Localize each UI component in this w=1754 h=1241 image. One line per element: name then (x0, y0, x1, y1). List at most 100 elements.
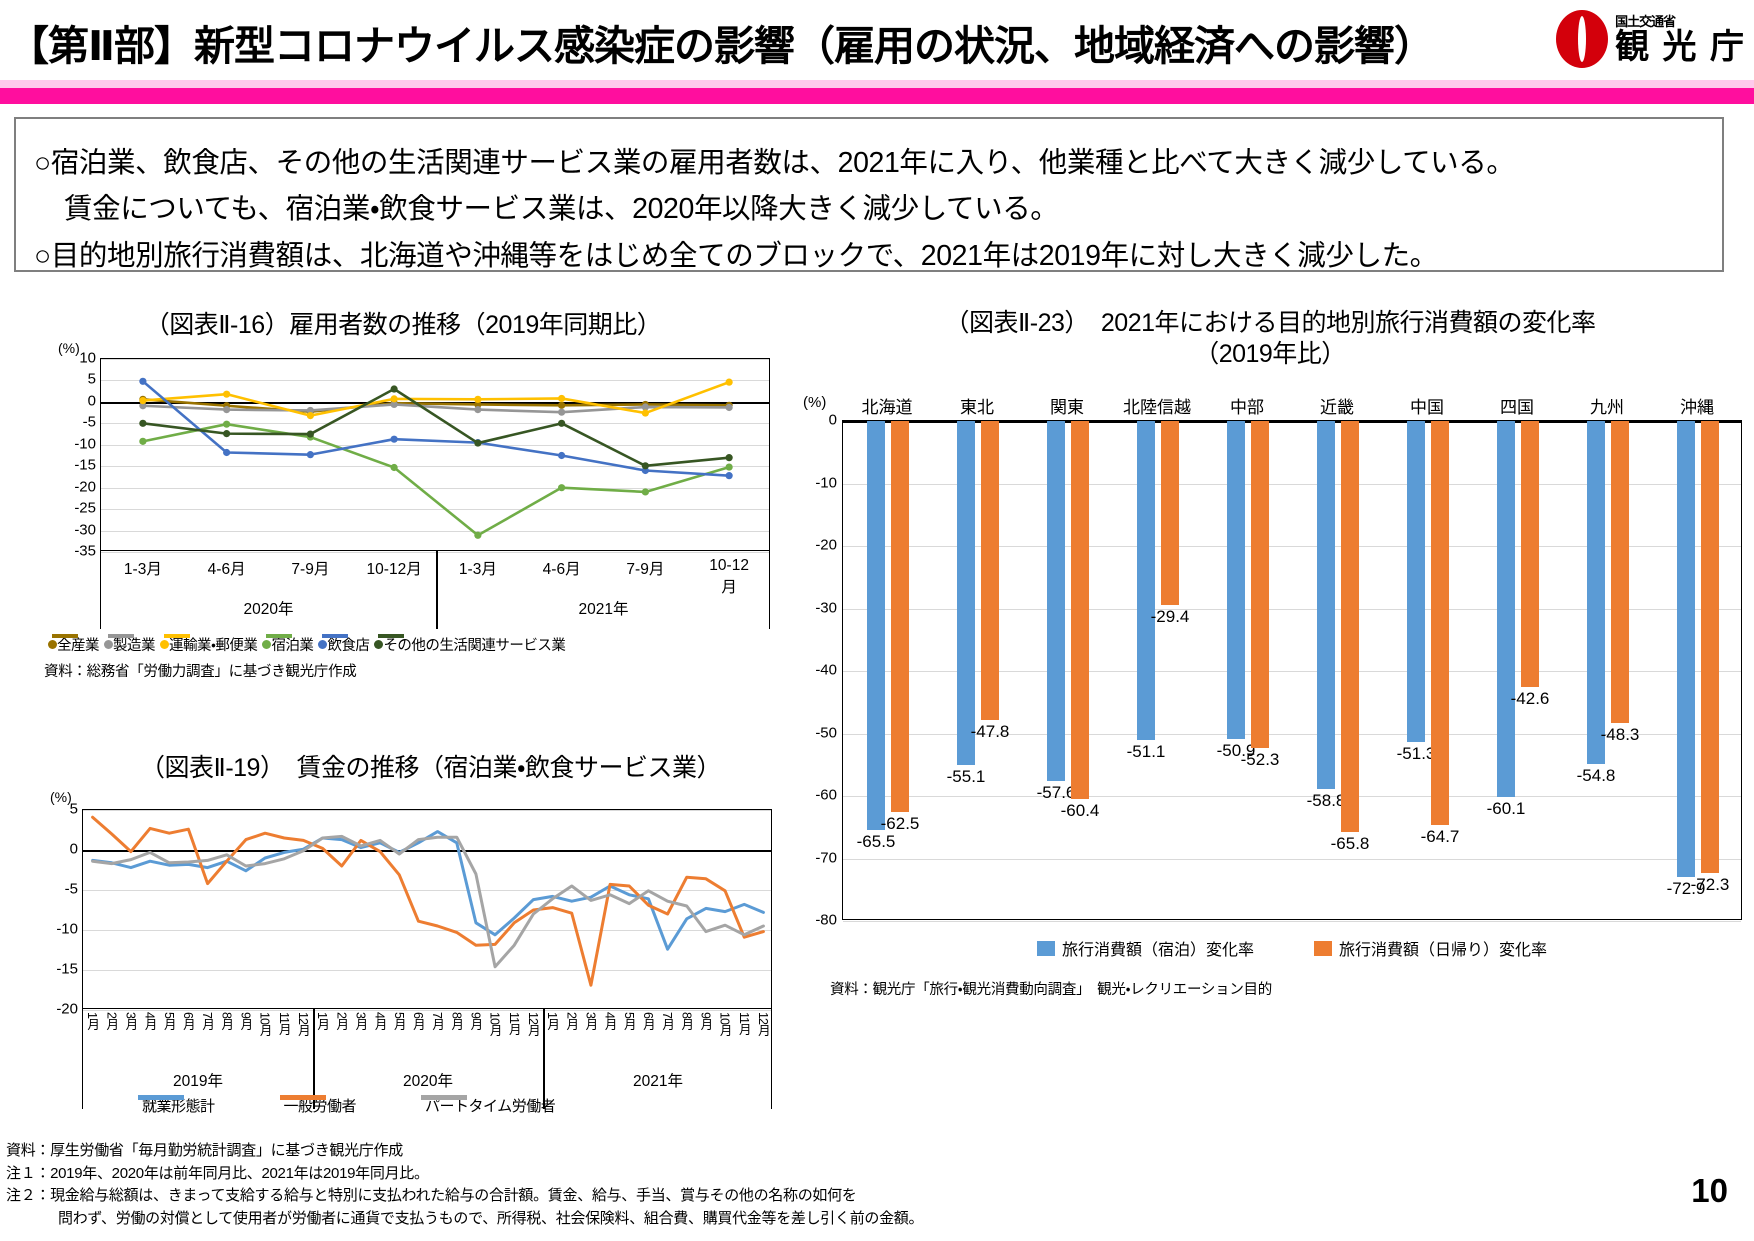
legend-label: 就業形態計 (142, 1098, 215, 1115)
gridline (101, 552, 769, 553)
chart-wages-unit: (%) (50, 789, 72, 805)
data-point (390, 385, 398, 393)
y-tick-label: -20 (815, 536, 837, 554)
x-tick-label: 2月 (564, 1012, 579, 1030)
axis-divider (313, 1009, 315, 1109)
y-tick-label: -40 (815, 661, 837, 679)
bar-value-label: -65.5 (856, 832, 896, 852)
gridline (101, 487, 769, 489)
x-tick-label: 10月 (257, 1012, 272, 1036)
chart-wages-plot (82, 809, 772, 1011)
legend-item-0[interactable]: 全産業 (48, 634, 100, 655)
data-point (725, 463, 733, 471)
gridline (101, 380, 769, 382)
axis-divider (436, 551, 438, 629)
chart-travel-spend-y-axis: 0 -10 -20 -30 -40 -50 -60 -70 -80 (795, 412, 837, 929)
legend-marker (374, 640, 384, 649)
chart-employment-legend: 全産業 製造業 運輸業・郵便業 宿泊業 飲食店 その他の生活関連サービス業 (48, 634, 792, 655)
legend-label: パートタイム労働者 (425, 1098, 556, 1115)
legend-item-0[interactable]: 旅行消費額（宿泊）変化率 (1036, 936, 1254, 960)
bar-category-label: 沖縄 (1680, 398, 1714, 417)
legend-swatch (266, 634, 293, 638)
y-tick-label: -25 (74, 499, 96, 517)
y-tick-label: -10 (815, 474, 837, 491)
chart-employment-source: 資料：総務省「労働力調査」に基づき観光庁作成 (44, 664, 357, 680)
japan-sun-icon (1553, 4, 1611, 74)
gridline (83, 890, 771, 891)
chart-employment-x-axis: 1-3月 4-6月 7-9月 10-12月 1-3月 4-6月 7-9月 10-12月 2020… (100, 551, 770, 629)
x-tick-label: 2月 (334, 1012, 349, 1030)
bar-daytrip (981, 421, 999, 720)
y-tick-label: -20 (56, 1000, 78, 1018)
x-tick-label: 11月 (736, 1012, 751, 1035)
legend-item-2[interactable]: 運輸業・郵便業 (160, 634, 258, 655)
x-tick-label: 7月 (200, 1012, 215, 1030)
x-tick-label: 3月 (583, 1012, 598, 1030)
bar-value-label: -64.7 (1420, 827, 1460, 847)
data-point (474, 395, 482, 403)
legend-item-0[interactable]: 就業形態計 (138, 1095, 215, 1116)
bar-daytrip (1431, 421, 1449, 826)
legend-item-2[interactable]: パートタイム労働者 (421, 1095, 556, 1116)
bar-value-label: -60.1 (1486, 798, 1526, 818)
y-tick-label: -30 (815, 599, 837, 616)
legend-label: 運輸業・郵便業 (169, 638, 258, 654)
y-tick-label: -15 (74, 456, 96, 474)
data-point (725, 378, 733, 386)
x-tick-label: 1月 (545, 1012, 560, 1030)
x-tick-label: 9月 (238, 1012, 253, 1030)
x-tick-label: 12月 (755, 1012, 770, 1036)
chart-travel-spend-plot: -65.5 -62.5 -55.1 -47.8 -57.6 -60.4 -51.1 -29.4… (842, 420, 1742, 922)
x-tick-label: 10-12月 (709, 557, 749, 596)
footnote-note1: 注１：2019年、2020年は前年同月比、2021年は2019年同月比。 (6, 1164, 429, 1182)
legend-item-1[interactable]: 旅行消費額（日帰り）変化率 (1314, 936, 1547, 960)
legend-item-3[interactable]: 宿泊業 (262, 634, 314, 655)
data-point (223, 448, 231, 457)
bar-value-label: -62.5 (880, 813, 920, 833)
x-tick-label: 4月 (372, 1012, 387, 1030)
bar-value-label: -47.8 (970, 721, 1010, 741)
y-tick-label: 0 (87, 392, 96, 410)
x-tick-label: 9月 (698, 1012, 713, 1030)
data-point (306, 406, 314, 415)
bar-value-label: -29.4 (1150, 606, 1190, 626)
data-point (641, 462, 649, 470)
y-tick-label: -60 (815, 786, 837, 804)
bar-lodging (1227, 421, 1245, 740)
data-point (139, 437, 147, 445)
jta-logo: 国土交通省 観 光 庁 (1553, 4, 1746, 74)
legend-item-1[interactable]: 一般労働者 (279, 1095, 357, 1116)
data-point (139, 419, 147, 427)
x-tick-label: 10月 (717, 1012, 732, 1036)
data-point (641, 488, 649, 496)
legend-item-1[interactable]: 製造業 (104, 634, 156, 655)
chart-travel-spend-title-line2: （2019年比） (1194, 340, 1346, 369)
data-point (223, 420, 231, 428)
x-tick-label: 7-9月 (291, 561, 330, 578)
summary-line-2: 賃金についても、宿泊業・飲食サービス業は、2020年以降大きく減少している。 (64, 193, 1059, 226)
footnote-note2-b: 問わず、労働の対償として使用者が労働者に通貨で支払うもので、所得税、社会保険料、… (58, 1209, 924, 1227)
data-point (558, 394, 566, 403)
x-tick-label: 8月 (679, 1012, 694, 1030)
gridline (843, 858, 1741, 860)
x-group-label: 2020年 (243, 601, 294, 618)
y-tick-label: -5 (82, 413, 96, 431)
y-tick-label: 0 (828, 411, 837, 429)
header-band-accent (0, 88, 1754, 104)
chart-travel-spend-title: （図表Ⅱ-23） 2021年における目的地別旅行消費額の変化率 （2019年比） (795, 308, 1745, 371)
legend-item-4[interactable]: 飲食店 (318, 634, 370, 655)
bar-lodging (1407, 421, 1425, 742)
data-point (725, 454, 733, 462)
data-point (725, 472, 733, 480)
x-tick-label: 7月 (660, 1012, 675, 1030)
x-tick-label: 6月 (640, 1012, 655, 1030)
y-tick-label: -5 (64, 880, 78, 898)
gridline (101, 530, 769, 532)
x-tick-label: 11月 (506, 1012, 521, 1035)
data-point (558, 401, 566, 409)
legend-label: 全産業 (57, 638, 100, 654)
x-tick-label: 12月 (525, 1012, 540, 1036)
legend-swatch (52, 634, 78, 638)
legend-item-5[interactable]: その他の生活関連サービス業 (374, 634, 566, 655)
y-tick-label: -35 (74, 542, 96, 560)
